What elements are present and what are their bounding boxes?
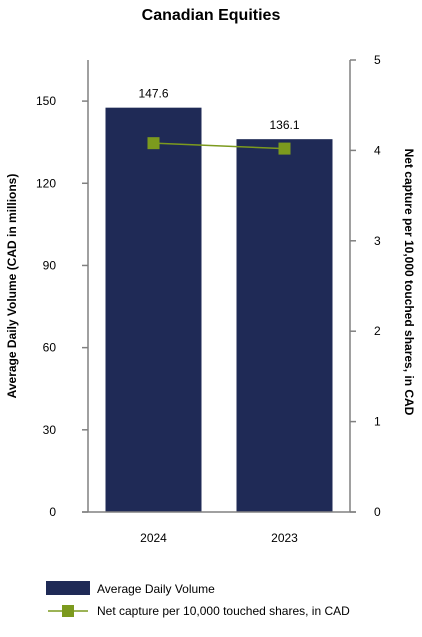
legend: Average Daily Volume Net capture per 10,…: [46, 581, 350, 618]
y-left-tick-label: 90: [43, 258, 57, 272]
y-left-tick-label: 60: [43, 341, 57, 355]
y-right-tick-label: 5: [374, 53, 381, 67]
y-right-tick-label: 4: [374, 143, 381, 157]
plot-area: 147.6 136.1: [105, 87, 333, 512]
y-left-tick-label: 120: [36, 176, 56, 190]
legend-line-marker: [62, 605, 74, 617]
net-capture-line: [153, 142, 285, 150]
chart-title: Canadian Equities: [142, 7, 281, 24]
y-left-tick-label: 30: [43, 423, 57, 437]
axes: 0 30 60 90 120 150 0 1 2 3 4 5 2024 2023: [36, 53, 381, 545]
y-axis-right-label: Net capture per 10,000 touched shares, i…: [402, 149, 416, 416]
net-capture-marker-2024: [147, 137, 160, 150]
y-right-tick-label: 1: [374, 415, 381, 429]
net-capture-marker-2023: [278, 142, 291, 155]
y-axis-left-label: Average Daily Volume (CAD in millions): [5, 174, 19, 399]
x-tick-label: 2024: [140, 531, 167, 545]
legend-line-label: Net capture per 10,000 touched shares, i…: [97, 604, 350, 618]
y-right-tick-label: 2: [374, 324, 381, 338]
legend-bar-label: Average Daily Volume: [97, 582, 215, 596]
bar-2023: [236, 139, 333, 512]
bar-value-label: 147.6: [138, 87, 168, 101]
legend-bar-swatch: [46, 581, 90, 595]
y-right-tick-label: 0: [374, 505, 381, 519]
x-tick-label: 2023: [271, 531, 298, 545]
y-left-tick-label: 0: [49, 505, 56, 519]
bar-2024: [105, 107, 202, 512]
y-left-tick-label: 150: [36, 94, 56, 108]
bar-value-label: 136.1: [269, 118, 299, 132]
y-right-tick-label: 3: [374, 234, 381, 248]
